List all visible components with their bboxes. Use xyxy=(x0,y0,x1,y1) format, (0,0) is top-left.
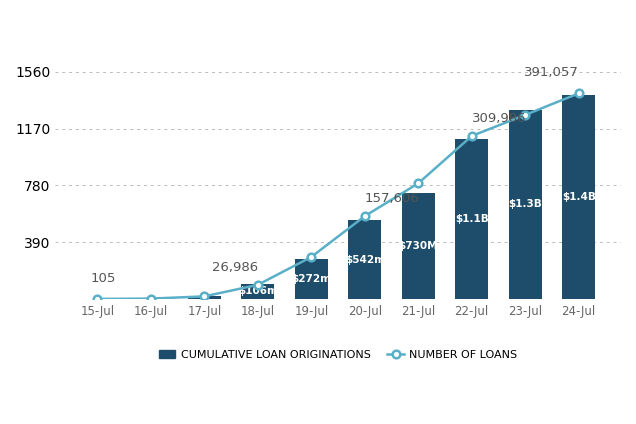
Text: $542m: $542m xyxy=(345,254,385,265)
Text: 309,986: 309,986 xyxy=(472,112,526,125)
Bar xyxy=(241,284,274,299)
Bar xyxy=(509,110,542,299)
Bar xyxy=(455,139,488,299)
Bar xyxy=(402,192,435,299)
Bar xyxy=(294,259,328,299)
Text: $1.4B: $1.4B xyxy=(562,192,596,202)
Text: $106m: $106m xyxy=(238,286,278,296)
Legend: CUMULATIVE LOAN ORIGINATIONS, NUMBER OF LOANS: CUMULATIVE LOAN ORIGINATIONS, NUMBER OF … xyxy=(154,346,522,365)
Bar xyxy=(188,296,221,299)
Text: $1.1B: $1.1B xyxy=(455,214,488,224)
Text: $1.3B: $1.3B xyxy=(508,199,542,209)
Text: $272m: $272m xyxy=(291,274,331,284)
Text: 26,986: 26,986 xyxy=(212,261,258,274)
Text: $730M: $730M xyxy=(399,241,438,251)
Bar xyxy=(562,95,595,299)
Text: 157,606: 157,606 xyxy=(365,192,420,205)
Bar xyxy=(134,298,167,299)
Text: 105: 105 xyxy=(90,272,116,285)
Text: 391,057: 391,057 xyxy=(524,67,579,79)
Bar xyxy=(349,220,382,299)
